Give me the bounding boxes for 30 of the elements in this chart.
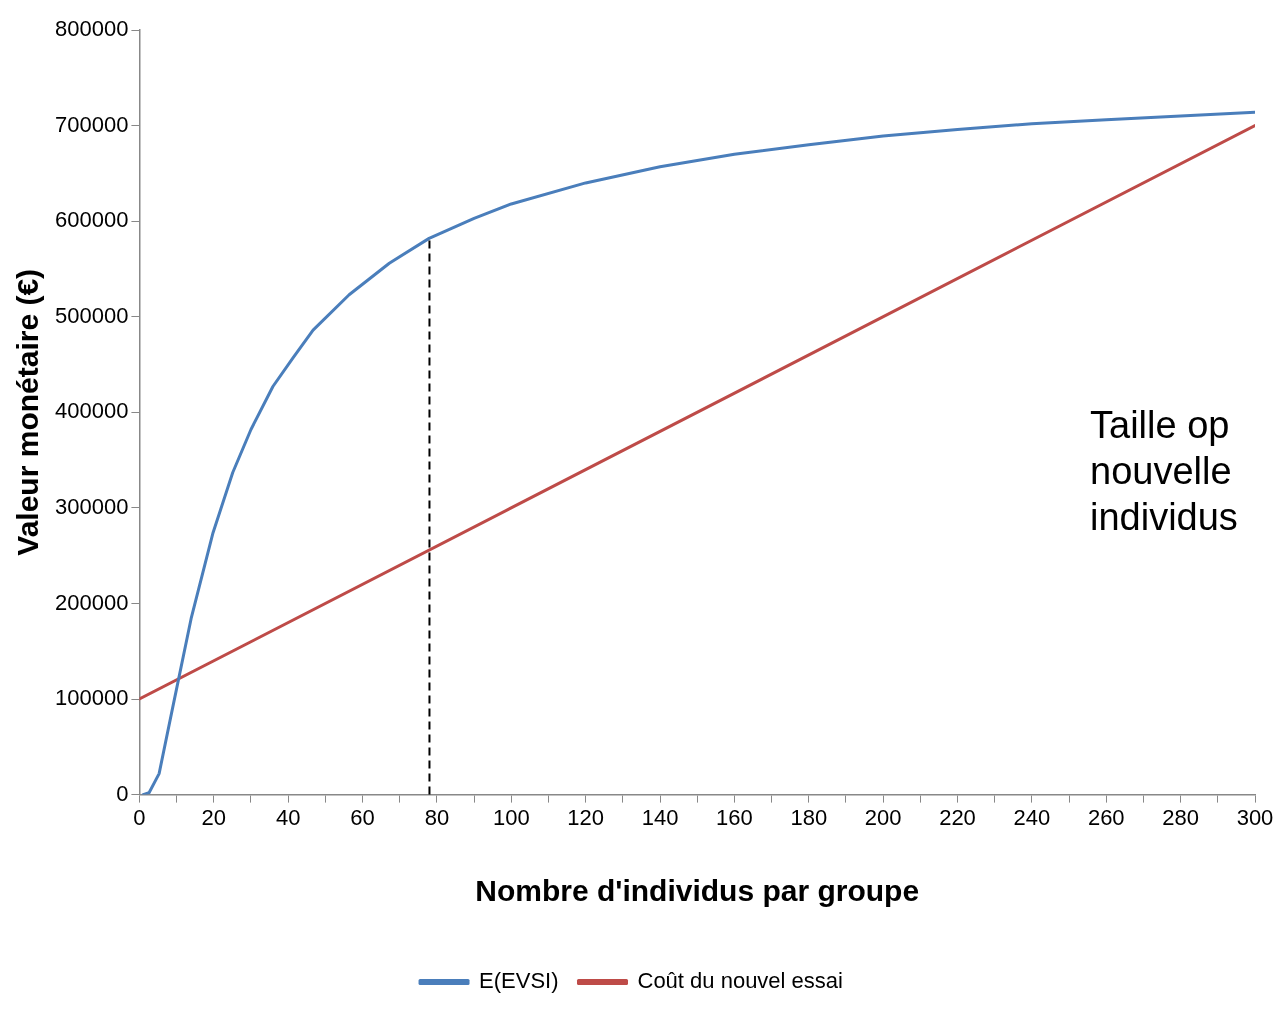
x-tick-label: 280 <box>1162 804 1199 830</box>
y-tick-label: 0 <box>116 780 129 806</box>
legend-label: E(EVSI) <box>479 968 559 994</box>
x-tick-label: 100 <box>492 804 530 830</box>
x-tick-label: 20 <box>201 804 227 830</box>
y-tick-label: 600000 <box>54 207 129 233</box>
x-tick-label: 260 <box>1087 804 1125 830</box>
x-tick-label: 120 <box>567 804 605 830</box>
x-tick-label: 200 <box>864 804 902 830</box>
x-tick-label: 0 <box>133 804 146 830</box>
x-tick-label: 240 <box>1013 804 1051 830</box>
x-axis-title: Nombre d'individus par groupe <box>475 874 920 908</box>
y-tick-label: 300000 <box>54 493 129 519</box>
y-tick-label: 700000 <box>54 111 129 137</box>
y-axis-title: Valeur monétaire (€) <box>11 268 45 556</box>
x-tick-label: 180 <box>790 804 828 830</box>
annotation: Taille op nouvelle individus <box>1090 404 1238 538</box>
y-tick-label: 500000 <box>54 302 129 328</box>
y-tick-label: 200000 <box>54 589 129 615</box>
y-tick-label: 800000 <box>54 16 129 42</box>
x-tick-label: 140 <box>641 804 679 830</box>
y-tick-label: 400000 <box>54 398 129 424</box>
legend-label: Coût du nouvel essai <box>637 968 843 994</box>
y-tick-label: 100000 <box>54 685 129 711</box>
x-tick-label: 220 <box>939 804 976 830</box>
x-tick-label: 80 <box>424 804 450 830</box>
x-tick-label: 40 <box>275 804 301 830</box>
x-tick-label: 300 <box>1236 804 1274 830</box>
x-tick-label: 160 <box>716 804 753 830</box>
x-tick-label: 60 <box>350 804 375 830</box>
